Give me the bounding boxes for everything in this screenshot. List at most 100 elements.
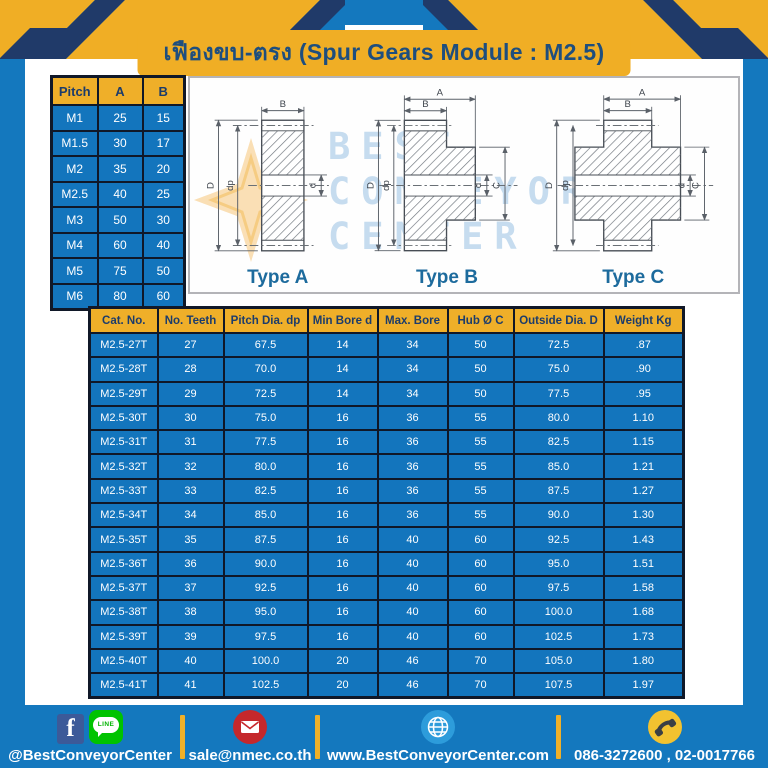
phone-numbers[interactable]: 086-3272600 , 02-0017766 xyxy=(574,746,755,764)
table-row: M2.5-32T 32 80.0 16 36 55 85.0 1.21 xyxy=(88,453,685,480)
gear-spec-table: Cat. No. No. Teeth Pitch Dia. dp Min Bore d… xyxy=(88,306,685,700)
table-cell: M2.5-36T xyxy=(88,550,159,577)
table-cell: 55 xyxy=(446,404,515,432)
table-cell: 77.5 xyxy=(512,380,605,407)
table-cell: 60 xyxy=(446,623,515,650)
email-address[interactable]: sale@nmec.co.th xyxy=(188,746,312,764)
table-cell: 72.5 xyxy=(512,331,605,359)
svg-text:dp: dp xyxy=(560,180,571,191)
column-header: Weight Kg xyxy=(602,306,685,334)
table-cell: 28 xyxy=(156,356,225,383)
table-cell: 34 xyxy=(156,502,225,529)
table-cell: M2.5-29T xyxy=(88,380,159,407)
table-cell: .90 xyxy=(602,356,685,383)
column-header: A xyxy=(96,75,144,106)
svg-text:d: d xyxy=(307,183,318,188)
table-row: M2.5-31T 31 77.5 16 36 55 82.5 1.15 xyxy=(88,429,685,456)
table-cell: 92.5 xyxy=(512,526,605,553)
gear-drawings-panel: BEST CONVEYOR CENTER xyxy=(188,76,740,294)
table-cell: 60 xyxy=(446,526,515,553)
website-url[interactable]: www.BestConveyorCenter.com xyxy=(326,746,549,764)
table-cell: 107.5 xyxy=(512,672,605,699)
table-row: M2.5-33T 33 82.5 16 36 55 87.5 1.27 xyxy=(88,477,685,505)
footer-website-section: www.BestConveyorCenter.com xyxy=(320,705,556,768)
table-cell: 75.0 xyxy=(222,404,309,432)
table-cell: 16 xyxy=(306,574,379,602)
table-cell: 30 xyxy=(141,206,186,234)
svg-text:dp: dp xyxy=(381,180,392,191)
table-cell: 14 xyxy=(306,356,379,383)
svg-text:D: D xyxy=(206,182,217,189)
table-cell: 55 xyxy=(446,477,515,505)
table-header-row: Cat. No. No. Teeth Pitch Dia. dp Min Bore d… xyxy=(88,306,685,334)
svg-text:C: C xyxy=(491,182,502,189)
table-cell: 17 xyxy=(141,129,186,157)
table-cell: 90.0 xyxy=(222,550,309,577)
table-cell: 70 xyxy=(446,672,515,699)
table-cell: 29 xyxy=(156,380,225,407)
table-cell: 14 xyxy=(306,331,379,359)
table-cell: 16 xyxy=(306,477,379,505)
table-cell: 80.0 xyxy=(512,404,605,432)
table-cell: 1.30 xyxy=(602,502,685,529)
table-cell: 1.80 xyxy=(602,647,685,675)
table-cell: 40 xyxy=(96,180,144,208)
table-cell: 15 xyxy=(141,104,186,132)
table-cell: 1.21 xyxy=(602,453,685,480)
table-cell: M2.5-32T xyxy=(88,453,159,480)
table-cell: 38 xyxy=(156,599,225,626)
svg-text:A: A xyxy=(436,87,443,98)
table-cell: M2.5-38T xyxy=(88,599,159,626)
table-cell: 1.43 xyxy=(602,526,685,553)
footer-social-section: f LINE @BestConveyorCenter xyxy=(0,705,180,768)
table-row: M2.5-34T 34 85.0 16 36 55 90.0 1.30 xyxy=(88,502,685,529)
table-cell: 25 xyxy=(96,104,144,132)
table-cell: 41 xyxy=(156,672,225,699)
table-cell: 30 xyxy=(96,129,144,157)
facebook-icon[interactable]: f xyxy=(57,713,84,744)
gear-drawing-type-a: B D dp d xyxy=(206,99,329,252)
table-cell: 97.5 xyxy=(512,574,605,602)
page-title: เฟืองขบ-ตรง (Spur Gears Module : M2.5) xyxy=(137,30,631,76)
table-cell: M2.5-28T xyxy=(88,356,159,383)
line-icon[interactable]: LINE xyxy=(89,709,123,744)
gear-drawing-type-b: A B D dp d C xyxy=(366,87,517,252)
table-cell: M2.5-41T xyxy=(88,672,159,699)
email-icon[interactable] xyxy=(233,709,267,744)
type-c-label: Type C xyxy=(602,267,665,288)
svg-text:dp: dp xyxy=(225,180,236,191)
table-cell: M2.5-39T xyxy=(88,623,159,650)
table-cell: 34 xyxy=(376,331,449,359)
table-cell: M2.5-31T xyxy=(88,429,159,456)
table-cell: 87.5 xyxy=(512,477,605,505)
table-cell: 1.73 xyxy=(602,623,685,650)
phone-icon[interactable] xyxy=(647,709,682,744)
table-cell: M2.5-37T xyxy=(88,574,159,602)
table-cell: 105.0 xyxy=(512,647,605,675)
table-cell: 36 xyxy=(376,502,449,529)
table-cell: 36 xyxy=(376,404,449,432)
table-cell: M2.5-27T xyxy=(88,331,159,359)
gear-figure-type-b: A B D dp d C xyxy=(366,78,529,289)
globe-icon[interactable] xyxy=(421,709,455,744)
facebook-handle[interactable]: @BestConveyorCenter xyxy=(8,746,172,764)
line-icon-label: LINE xyxy=(97,721,115,728)
table-cell: 20 xyxy=(141,155,186,183)
table-cell: 102.5 xyxy=(512,623,605,650)
table-cell: 50 xyxy=(96,206,144,234)
table-row: M6 80 60 xyxy=(50,282,186,311)
svg-text:C: C xyxy=(691,182,702,189)
column-header: No. Teeth xyxy=(156,306,225,334)
table-cell: 36 xyxy=(376,477,449,505)
footer-bar: f LINE @BestConveyorCenter sale@nmec.co.… xyxy=(0,705,768,768)
table-row: M2.5 40 25 xyxy=(50,180,186,208)
table-cell: 1.97 xyxy=(602,672,685,699)
table-cell: .95 xyxy=(602,380,685,407)
type-a-label: Type A xyxy=(247,267,309,288)
table-cell: 1.51 xyxy=(602,550,685,577)
table-cell: 35 xyxy=(156,526,225,553)
table-cell: 72.5 xyxy=(222,380,309,407)
table-cell: 80.0 xyxy=(222,453,309,480)
svg-text:B: B xyxy=(625,99,631,110)
